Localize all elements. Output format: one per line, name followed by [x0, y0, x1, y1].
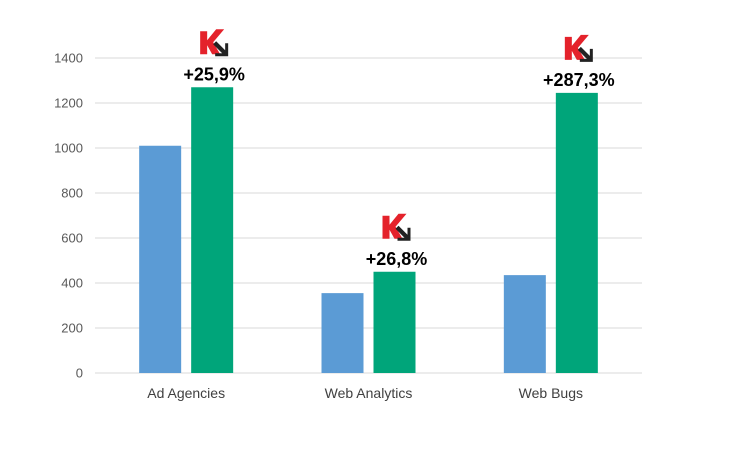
annotations: +25,9% +26,8% +287,3% — [183, 29, 615, 269]
kaspersky-logo-icon — [382, 213, 411, 241]
y-tick-label: 600 — [61, 231, 83, 246]
bars — [139, 87, 598, 373]
bar-before — [321, 293, 364, 373]
gridlines — [95, 57, 642, 374]
category-label: Web Bugs — [519, 385, 583, 401]
bar-before — [503, 275, 546, 373]
kaspersky-logo-icon — [200, 29, 229, 57]
y-tick-label: 1400 — [54, 51, 83, 66]
y-axis-ticks: 0 200 400 600 800 1000 1200 1400 — [54, 51, 83, 381]
kaspersky-logo-icon — [564, 34, 593, 62]
y-tick-label: 1200 — [54, 96, 83, 111]
bar-after — [373, 271, 416, 373]
y-tick-label: 200 — [61, 321, 83, 336]
bar-after — [555, 92, 598, 373]
increase-percent-label: +26,8% — [366, 249, 428, 269]
x-axis-categories: Ad Agencies Web Analytics Web Bugs — [147, 385, 583, 401]
increase-percent-label: +25,9% — [183, 64, 245, 84]
category-label: Ad Agencies — [147, 385, 225, 401]
y-tick-label: 0 — [76, 366, 83, 381]
y-tick-label: 800 — [61, 186, 83, 201]
category-label: Web Analytics — [325, 385, 413, 401]
y-tick-label: 400 — [61, 276, 83, 291]
y-tick-label: 1000 — [54, 141, 83, 156]
bar-after — [191, 87, 234, 373]
bar-before — [139, 145, 182, 373]
increase-percent-label: +287,3% — [543, 70, 615, 90]
